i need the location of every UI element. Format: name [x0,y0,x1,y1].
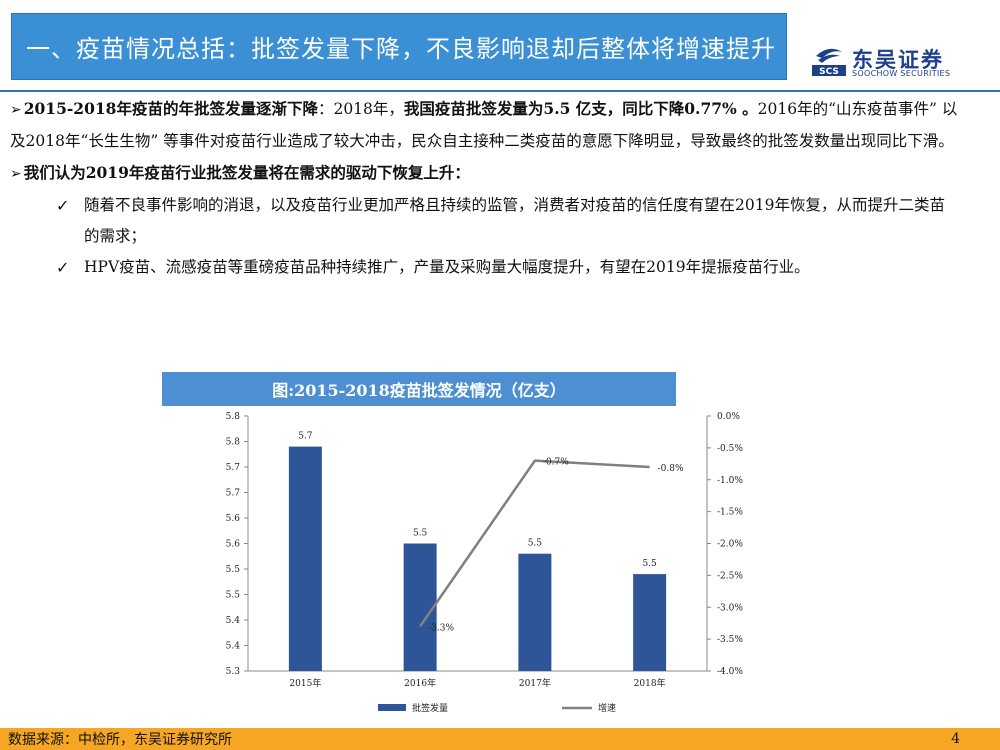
checkmark-icon: ✓ [56,196,70,215]
header-divider [0,90,1000,92]
main-text: ➢ 2015-2018年疫苗的年批签发量逐渐下降：2018年，我国疫苗批签发量为5… [10,93,960,283]
p2-bold: 我们认为2019年疫苗行业批签发量将在需求的驱动下恢复上升： [23,163,470,182]
logo-mark-text: SCS [819,67,839,77]
paragraph-2: ➢ 我们认为2019年疫苗行业批签发量将在需求的驱动下恢复上升： [10,157,960,190]
left-tick-label: 5.8 [226,438,241,448]
data-source: 数据来源：中检所，东吴证券研究所 [8,732,232,748]
footer-bar: 数据来源：中检所，东吴证券研究所 4 [0,728,1000,750]
arrow-bullet-icon: ➢ [10,102,22,118]
right-tick-label: 0.0% [717,412,740,422]
left-tick-label: 5.4 [226,616,241,626]
bar-data-label: 5.7 [298,432,313,442]
x-category-label: 2017年 [519,677,551,689]
p1-text: ：2018年， [317,100,404,118]
right-tick-label: -1.5% [717,508,743,518]
slide-title-bar: 一、疫苗情况总括：批签发量下降，不良影响退却后整体将增速提升 [11,13,787,80]
legend-line-label: 增速 [598,702,616,714]
check-item-1: ✓ 随着不良事件影响的消退，以及疫苗行业更加严格且持续的监管，消费者对疫苗的信任… [10,190,960,252]
right-tick-label: -2.5% [717,571,743,581]
vaccine-approval-chart: 5.3 5.4 5.4 5.5 5.5 5.6 5.6 5.7 5.7 5.8 5.8 -4.0% -3… [226,412,744,714]
p1-bold-figure: 我国疫苗批签发量为5.5 亿支，同比下降0.77% 。 [403,99,758,118]
page-number: 4 [951,731,960,747]
chart-title: 图:2015-2018疫苗批签发情况（亿支） [272,381,566,400]
logo-name: 东吴证券 [852,48,944,72]
arrow-bullet-icon: ➢ [10,166,22,182]
right-tick-label: -2.0% [717,540,743,550]
right-tick-label: -0.5% [717,444,743,454]
growth-line [419,459,650,628]
left-tick-label: 5.8 [226,412,241,422]
bar-4 [633,574,667,671]
legend-bar-label: 批签发量 [412,702,448,714]
left-tick-label: 5.4 [226,642,241,652]
left-tick-label: 5.6 [226,514,241,524]
growth-data-label: -3.3% [428,623,454,633]
growth-data-label: -0.8% [658,464,684,474]
bar-2 [403,543,437,671]
left-tick-label: 5.7 [226,463,241,473]
paragraph-1: ➢ 2015-2018年疫苗的年批签发量逐渐下降：2018年，我国疫苗批签发量为5… [10,93,960,157]
x-category-label: 2018年 [634,677,666,689]
check-item-2: ✓ HPV疫苗、流感疫苗等重磅疫苗品种持续推广，产量及采购量大幅度提升，有望在2… [10,252,960,283]
left-tick-label: 5.5 [226,591,241,601]
bar-1 [288,446,322,671]
p1-bold-lead: 2015-2018年疫苗的年批签发量逐渐下降 [23,99,318,118]
soochow-logo-icon: SCS [812,48,846,77]
right-tick-label: -1.0% [717,476,743,486]
check-item-1-text: 随着不良事件影响的消退，以及疫苗行业更加严格且持续的监管，消费者对疫苗的信任度有… [84,196,945,245]
right-tick-label: -3.5% [717,635,743,645]
bar-data-label: 5.5 [413,529,428,539]
chart-title-bar: 图:2015-2018疫苗批签发情况（亿支） [162,372,676,406]
left-tick-label: 5.3 [226,667,241,677]
p1-text-rest: 2016年的“山东疫苗事件” 以及2018年“长生生物” 等事件对疫苗行业造成了… [10,100,958,150]
x-category-label: 2016年 [404,677,436,689]
bar-3 [518,553,552,671]
left-tick-label: 5.7 [226,489,241,499]
bar-data-label: 5.5 [642,559,657,569]
slide-title: 一、疫苗情况总括：批签发量下降，不良影响退却后整体将增速提升 [26,35,776,63]
x-category-label: 2015年 [289,677,321,689]
legend-bar-swatch [378,704,406,711]
bar-data-label: 5.5 [528,539,543,549]
right-tick-label: -3.0% [717,603,743,613]
logo-english-name: SOOCHOW SECURITIES [852,69,951,78]
right-tick-label: -4.0% [717,667,743,677]
check-item-2-text: HPV疫苗、流感疫苗等重磅疫苗品种持续推广，产量及采购量大幅度提升，有望在201… [84,258,810,276]
left-tick-label: 5.6 [226,540,241,550]
company-logo: SCS 东吴证券 SOOCHOW SECURITIES [810,42,960,82]
growth-data-label: -0.7% [543,458,569,468]
left-tick-label: 5.5 [226,565,241,575]
checkmark-icon: ✓ [56,258,70,277]
